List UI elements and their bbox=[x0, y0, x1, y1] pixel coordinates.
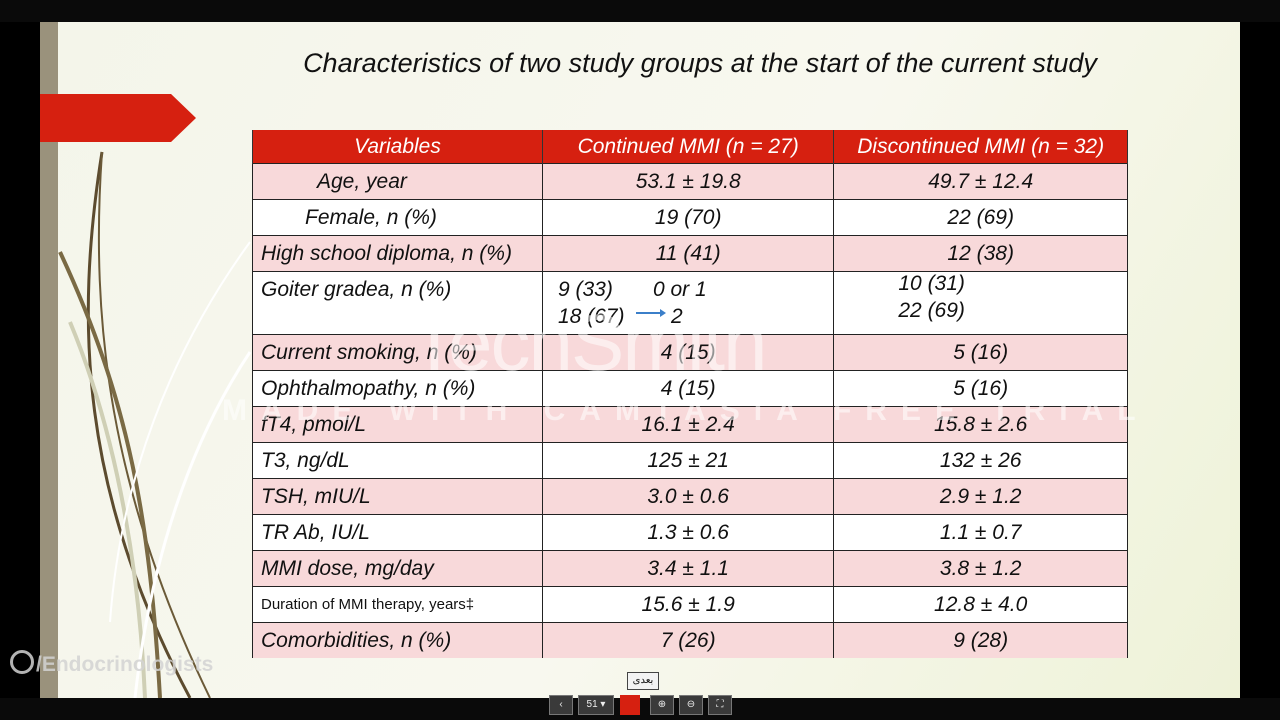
table-row: TR Ab, IU/L 1.3 ± 0.6 1.1 ± 0.7 bbox=[252, 514, 1128, 551]
discontinued-value: 49.7 ± 12.4 bbox=[833, 163, 1128, 200]
continued-value: 4 (15) bbox=[541, 334, 835, 371]
goiter-discontinued-b: 22 (69) bbox=[898, 299, 965, 322]
characteristics-table: Variables Continued MMI (n = 27) Discont… bbox=[252, 130, 1128, 658]
continued-value: 125 ± 21 bbox=[541, 442, 835, 479]
discontinued-value: 15.8 ± 2.6 bbox=[833, 406, 1128, 443]
page-select[interactable]: 51 ▾ bbox=[578, 695, 614, 715]
table-row: Ophthalmopathy, n (%) 4 (15) 5 (16) bbox=[252, 370, 1128, 407]
table-row-goiter: Goiter gradea, n (%) 9 (33) 0 or 1 18 (6… bbox=[252, 271, 1128, 335]
discontinued-value: 5 (16) bbox=[833, 370, 1128, 407]
discontinued-value: 9 (28) bbox=[833, 622, 1128, 658]
continued-value: 3.0 ± 0.6 bbox=[541, 478, 835, 515]
continued-value: 19 (70) bbox=[541, 199, 835, 236]
goiter-continued-b: 18 (67) bbox=[557, 305, 625, 328]
channel-name: /Endocrinologists bbox=[36, 653, 214, 676]
row-label: T3, ng/dL bbox=[252, 442, 543, 479]
continued-value: 9 (33) 0 or 1 18 (67) 2 bbox=[541, 271, 835, 335]
table-header-row: Variables Continued MMI (n = 27) Discont… bbox=[252, 130, 1128, 164]
row-label: Age, year bbox=[252, 163, 543, 200]
viewer-top-bar bbox=[0, 0, 1280, 22]
continued-value: 4 (15) bbox=[541, 370, 835, 407]
arrow-right-icon bbox=[635, 309, 666, 317]
discontinued-value: 12 (38) bbox=[833, 235, 1128, 272]
table-row: Current smoking, n (%) 4 (15) 5 (16) bbox=[252, 334, 1128, 371]
row-label: Ophthalmopathy, n (%) bbox=[252, 370, 543, 407]
decorative-curves bbox=[58, 151, 252, 698]
table-row: T3, ng/dL 125 ± 21 132 ± 26 bbox=[252, 442, 1128, 479]
page-select-value: 51 bbox=[586, 699, 598, 710]
discontinued-value: 1.1 ± 0.7 bbox=[833, 514, 1128, 551]
continued-value: 16.1 ± 2.4 bbox=[541, 406, 835, 443]
discontinued-value: 132 ± 26 bbox=[833, 442, 1128, 479]
table-row: Female, n (%) 19 (70) 22 (69) bbox=[252, 199, 1128, 236]
continued-value: 53.1 ± 19.8 bbox=[541, 163, 835, 200]
row-label: fT4, pmol/L bbox=[252, 406, 543, 443]
continued-value: 7 (26) bbox=[541, 622, 835, 658]
table-row: TSH, mIU/L 3.0 ± 0.6 2.9 ± 1.2 bbox=[252, 478, 1128, 515]
row-label: Current smoking, n (%) bbox=[252, 334, 543, 371]
goiter-label: Goiter gradea, n (%) bbox=[261, 278, 452, 301]
row-label: Goiter gradea, n (%) bbox=[252, 271, 543, 335]
discontinued-value: 5 (16) bbox=[833, 334, 1128, 371]
table-row: Comorbidities, n (%) 7 (26) 9 (28) bbox=[252, 622, 1128, 658]
row-label: Comorbidities, n (%) bbox=[252, 622, 543, 658]
row-label: High school diploma, n (%) bbox=[252, 235, 543, 272]
discontinued-value: 10 (31) 22 (69) bbox=[833, 271, 1128, 335]
table-row: fT4, pmol/L 16.1 ± 2.4 15.8 ± 2.6 bbox=[252, 406, 1128, 443]
discontinued-value: 12.8 ± 4.0 bbox=[833, 586, 1128, 623]
red-arrow-shape bbox=[40, 94, 196, 142]
header-continued: Continued MMI (n = 27) bbox=[541, 130, 835, 164]
goiter-discontinued-a: 10 (31) bbox=[898, 272, 965, 295]
slide-left-strip bbox=[40, 22, 58, 698]
header-discontinued: Discontinued MMI (n = 32) bbox=[833, 130, 1128, 164]
table-row: Duration of MMI therapy, years‡ 15.6 ± 1… bbox=[252, 586, 1128, 623]
discontinued-value: 2.9 ± 1.2 bbox=[833, 478, 1128, 515]
table-row: Age, year 53.1 ± 19.8 49.7 ± 12.4 bbox=[252, 163, 1128, 200]
goiter-grade-b: 2 bbox=[670, 305, 683, 328]
discontinued-value: 3.8 ± 1.2 bbox=[833, 550, 1128, 587]
continued-value: 15.6 ± 1.9 bbox=[541, 586, 835, 623]
continued-value: 1.3 ± 0.6 bbox=[541, 514, 835, 551]
row-label: TR Ab, IU/L bbox=[252, 514, 543, 551]
slide-title: Characteristics of two study groups at t… bbox=[303, 48, 1097, 78]
table-row: MMI dose, mg/day 3.4 ± 1.1 3.8 ± 1.2 bbox=[252, 550, 1128, 587]
chevron-left-icon[interactable]: ‹ bbox=[549, 695, 573, 715]
table-row: High school diploma, n (%) 11 (41) 12 (3… bbox=[252, 235, 1128, 272]
continued-value: 11 (41) bbox=[541, 235, 835, 272]
viewer-bottom-bar bbox=[0, 698, 1280, 720]
next-button[interactable] bbox=[620, 695, 640, 715]
header-variables: Variables bbox=[252, 130, 543, 164]
goiter-grade-a: 0 or 1 bbox=[652, 278, 707, 301]
row-label: Female, n (%) bbox=[252, 199, 543, 236]
next-tooltip: بعدی bbox=[627, 672, 659, 690]
row-label: TSH, mIU/L bbox=[252, 478, 543, 515]
channel-logo: /Endocrinologists bbox=[10, 650, 213, 677]
presentation-slide: Characteristics of two study groups at t… bbox=[40, 22, 1240, 698]
zoom-in-icon[interactable]: ⊕ bbox=[650, 695, 674, 715]
row-label: MMI dose, mg/day bbox=[252, 550, 543, 587]
goiter-continued-a: 9 (33) bbox=[557, 278, 613, 301]
camera-icon bbox=[10, 650, 34, 674]
row-label: Duration of MMI therapy, years‡ bbox=[252, 586, 543, 623]
fit-screen-icon[interactable]: ⛶ bbox=[708, 695, 732, 715]
zoom-out-icon[interactable]: ⊖ bbox=[679, 695, 703, 715]
continued-value: 3.4 ± 1.1 bbox=[541, 550, 835, 587]
discontinued-value: 22 (69) bbox=[833, 199, 1128, 236]
